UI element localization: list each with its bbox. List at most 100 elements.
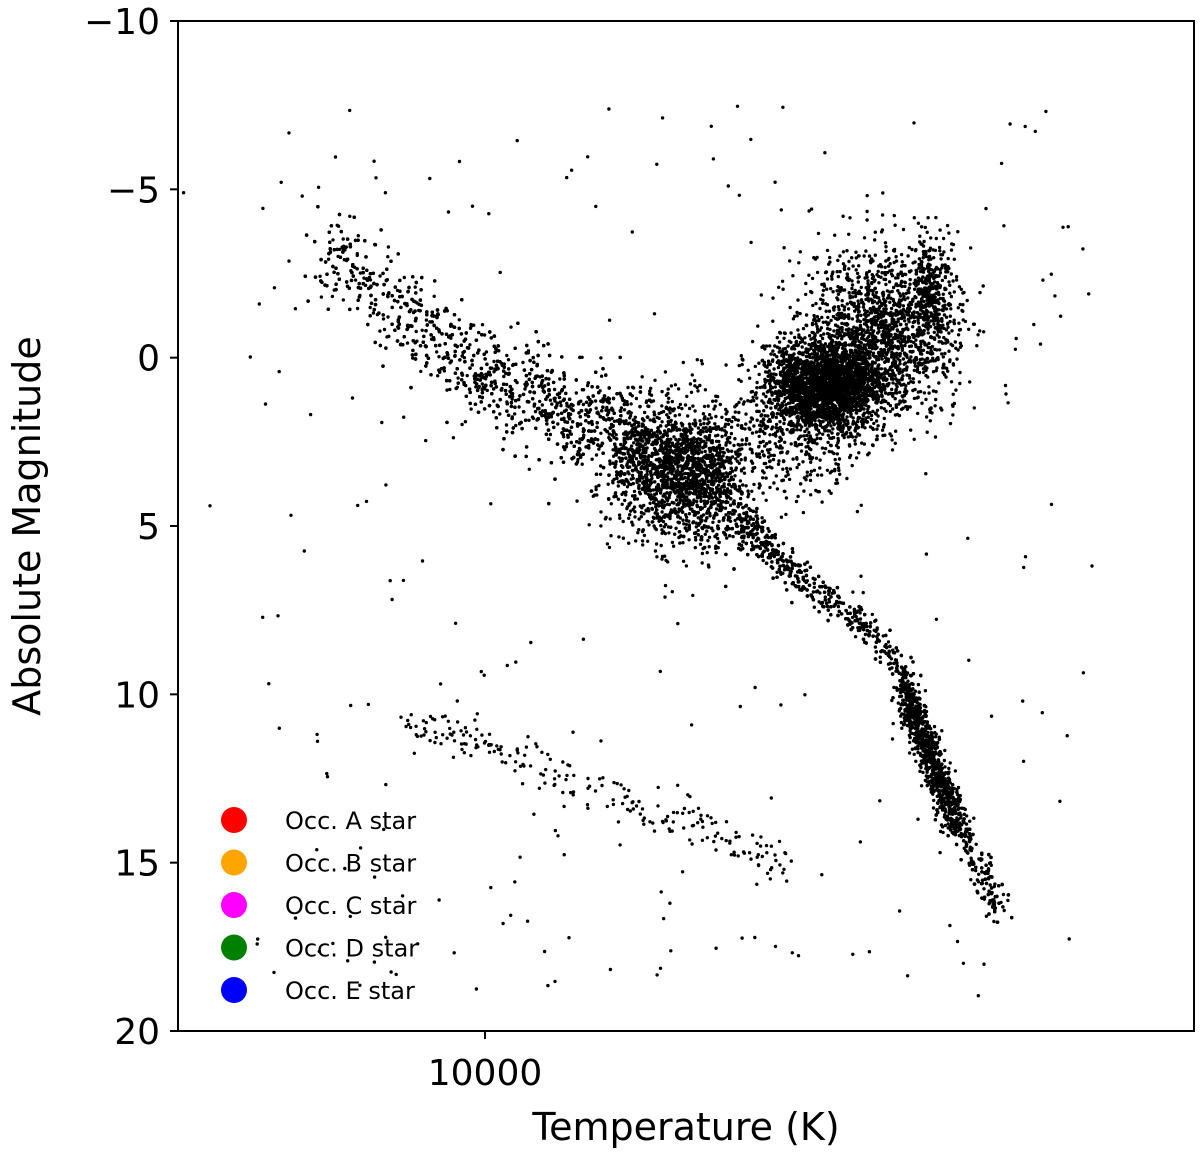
star-point — [954, 842, 959, 847]
star-point — [419, 369, 423, 374]
star-point — [781, 552, 785, 556]
star-point — [517, 405, 521, 409]
star-point — [864, 641, 868, 645]
star-point — [997, 901, 1001, 905]
star-point — [453, 354, 457, 358]
star-point — [396, 299, 400, 304]
star-point — [595, 421, 599, 425]
star-point — [584, 419, 588, 423]
star-point — [393, 285, 397, 289]
star-point — [649, 386, 653, 390]
star-point — [858, 617, 863, 621]
star-point — [735, 517, 740, 521]
star-point — [498, 397, 502, 402]
star-point — [634, 396, 639, 401]
star-point — [452, 325, 457, 329]
star-point — [969, 856, 973, 860]
star-point — [509, 404, 514, 409]
star-point — [776, 543, 781, 548]
star-point — [813, 577, 817, 581]
star-point — [443, 342, 447, 346]
star-point — [492, 359, 496, 364]
star-point — [396, 252, 400, 256]
star-point — [458, 358, 462, 362]
star-point — [424, 318, 429, 322]
star-point — [576, 402, 581, 406]
star-point — [323, 283, 327, 287]
star-point — [488, 366, 493, 370]
star-point — [751, 532, 755, 536]
star-point — [766, 526, 770, 531]
star-point — [861, 637, 866, 641]
star-point — [1001, 905, 1005, 909]
star-point — [608, 426, 612, 430]
star-point — [594, 453, 599, 457]
star-point — [514, 362, 518, 366]
star-point — [873, 645, 878, 649]
star-point — [328, 247, 332, 251]
star-point — [531, 397, 535, 401]
star-point — [988, 883, 992, 887]
star-point — [997, 884, 1001, 888]
star-point — [331, 238, 335, 242]
star-point — [800, 588, 804, 592]
star-point — [400, 294, 404, 299]
star-point — [754, 545, 758, 549]
star-point — [886, 640, 891, 644]
star-point — [881, 634, 885, 638]
star-point — [751, 517, 756, 521]
star-point — [946, 834, 950, 838]
star-point — [589, 489, 594, 493]
star-point — [790, 600, 794, 605]
star-point — [514, 423, 518, 428]
star-point — [422, 334, 426, 339]
star-point — [620, 396, 624, 400]
star-point — [829, 595, 833, 599]
star-point — [371, 271, 375, 275]
star-point — [554, 405, 558, 410]
star-point — [356, 234, 360, 238]
star-point — [513, 405, 517, 409]
star-point — [491, 387, 496, 391]
star-point — [590, 419, 594, 424]
star-point — [815, 590, 819, 594]
star-point — [602, 394, 607, 398]
star-point — [879, 649, 883, 654]
star-point — [371, 311, 376, 315]
star-point — [345, 280, 349, 284]
star-point — [933, 818, 938, 822]
star-point — [420, 275, 424, 280]
star-point — [638, 404, 642, 409]
star-point — [548, 398, 553, 402]
star-point — [524, 373, 529, 378]
star-point — [629, 402, 633, 406]
star-point — [781, 559, 786, 563]
star-point — [473, 377, 477, 381]
star-point — [760, 529, 765, 533]
star-point — [595, 411, 599, 415]
star-point — [574, 391, 578, 395]
star-point — [414, 280, 418, 285]
star-point — [332, 270, 336, 274]
star-point — [432, 294, 436, 298]
star-point — [700, 450, 704, 454]
star-point — [545, 422, 549, 426]
star-point — [327, 230, 331, 234]
star-point — [390, 305, 394, 310]
star-point — [342, 258, 347, 262]
star-point — [856, 609, 861, 613]
star-point — [584, 400, 589, 404]
star-point — [733, 518, 737, 523]
star-point — [833, 602, 837, 607]
star-point — [540, 403, 544, 407]
star-point — [453, 349, 457, 354]
star-point — [744, 541, 748, 546]
star-point — [384, 278, 388, 283]
star-point — [982, 887, 986, 891]
star-point — [822, 590, 827, 594]
star-point — [884, 633, 888, 638]
star-point — [761, 558, 765, 563]
star-point — [967, 832, 972, 836]
star-point — [911, 660, 915, 664]
star-point — [513, 412, 517, 416]
